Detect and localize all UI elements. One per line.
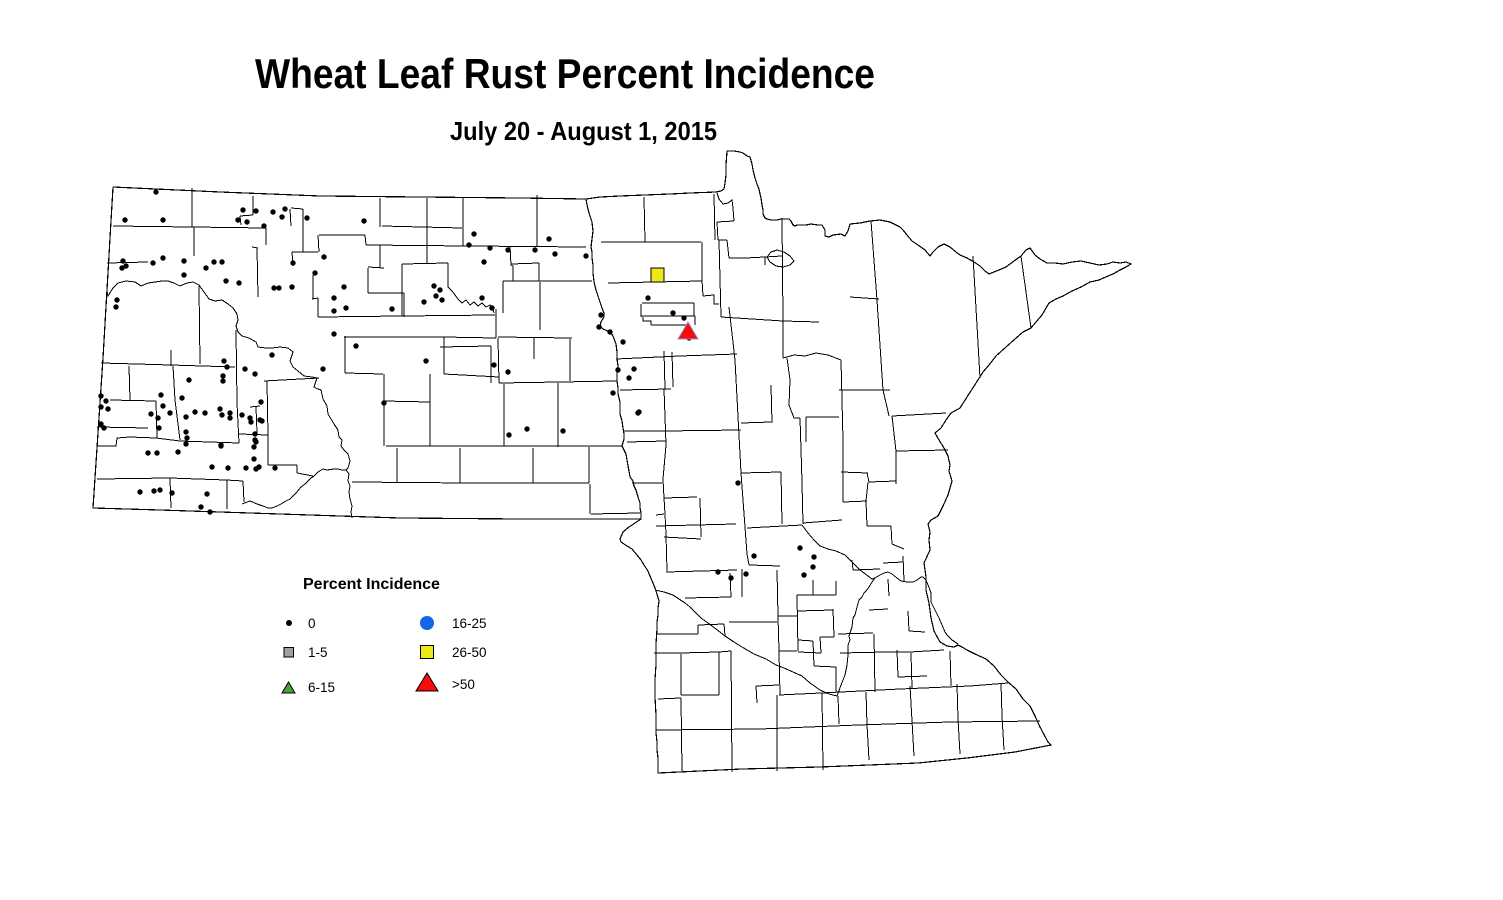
svg-text:26-50: 26-50 — [452, 645, 487, 660]
svg-text:0: 0 — [308, 616, 316, 631]
svg-text:Percent Incidence: Percent Incidence — [303, 576, 440, 593]
svg-text:1-5: 1-5 — [308, 645, 328, 660]
svg-text:>50: >50 — [452, 677, 475, 692]
svg-text:July 20 - August 1, 2015: July 20 - August 1, 2015 — [450, 116, 717, 146]
svg-text:6-15: 6-15 — [308, 680, 335, 695]
svg-text:16-25: 16-25 — [452, 616, 487, 631]
svg-text:Wheat Leaf Rust Percent Incide: Wheat Leaf Rust Percent Incidence — [255, 50, 875, 97]
